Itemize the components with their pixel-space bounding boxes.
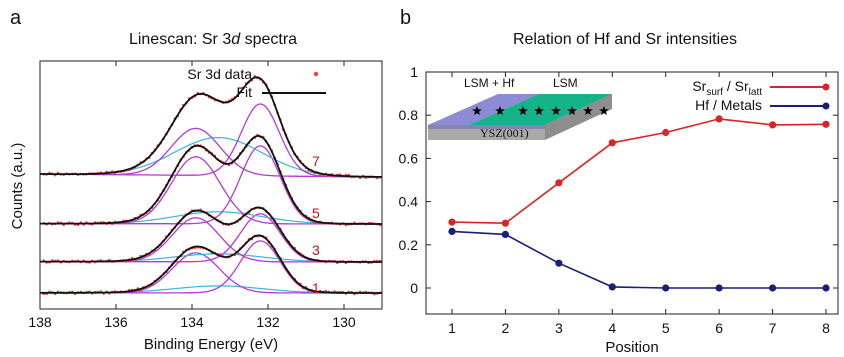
panel-b-x-tick-label: 5 [662,320,670,336]
sr-surf-ratio-point [608,139,616,147]
hf-metals-ratio-point [501,230,509,238]
panel-a-x-ticks: 138 136 134 132 130 [28,61,356,330]
fit-line-2 [40,134,382,225]
panel-b-title: Relation of Hf and Sr intensities [513,31,737,48]
sr-surf-ratio-point [448,218,456,226]
sr-surf-ratio-line [451,118,827,225]
panel-b-y-tick-label: 0.2 [399,237,419,253]
inset-star-marker [518,106,528,115]
panel-a-fit-lines [40,76,383,294]
inset-lsm-hf-region [428,94,539,125]
panel-b-x-tick-label: 1 [448,320,456,336]
fit-line-3 [40,76,383,178]
panel-b-y-ticks: 0 0.2 0.4 0.6 0.8 1 [399,64,838,296]
inset-position-markers [472,106,609,115]
panel-b-x-tick-label: 6 [715,320,723,336]
panel-b-y-tick-label: 0.4 [399,194,419,210]
component-peak-low-0 [40,240,382,294]
panel-b-series [448,115,830,292]
panel-a-x-tick-label: 136 [104,314,128,330]
inset-star-marker [583,106,593,115]
legend-fit-label: Fit [236,84,252,100]
inset-substrate-side [545,94,612,140]
panel-b-plot-frame [425,71,839,315]
legend-hf-marker [822,102,830,110]
sr-surf-ratio-point [822,120,830,128]
panel-a-x-tick-label: 134 [180,314,204,330]
panel-a-x-axis-label: Binding Energy (eV) [144,336,278,353]
panel-b-x-tick-label: 3 [555,320,563,336]
hf-metals-ratio-point [662,284,670,292]
inset-right-label: LSM [553,76,578,90]
panel-a-title: Linescan: Sr 3d spectra [129,31,297,48]
sr-surf-ratio-point [501,219,509,227]
legend-data-marker [313,71,319,77]
panel-b-y-tick-label: 1 [410,64,418,80]
component-broad-3 [40,137,383,178]
panel-a-letter: a [10,7,22,29]
panel-b-y-tick-label: 0.6 [399,150,419,166]
inset-film-edge [428,125,545,129]
hf-metals-ratio-point [555,259,563,267]
panel-a-x-tick-label: 130 [332,314,356,330]
sr-surf-ratio-point [555,179,563,187]
fit-line-1 [40,206,382,263]
inset-star-marker [567,106,577,115]
hf-metals-ratio-point [715,284,723,292]
trace-label-7: 7 [312,153,320,169]
legend-data-label: Sr 3d data [187,66,252,82]
trace-label-1: 1 [312,280,320,296]
sr-surf-ratio-point [769,121,777,129]
panel-b-letter: b [400,7,411,29]
panel-b-x-ticks: 1 2 3 4 5 6 7 8 [448,72,830,336]
trace-label-5: 5 [312,205,320,221]
inset-substrate-label: YSZ(001) [480,126,529,140]
trace-label-3: 3 [312,242,320,258]
fit-line-0 [40,234,382,294]
inset-left-label: LSM + Hf [464,76,515,90]
panel-b-x-tick-label: 2 [502,320,510,336]
panel-a-plot-frame [39,60,383,310]
panel-b-y-tick-label: 0 [410,280,418,296]
legend-sr-marker [822,83,830,91]
sr-surf-ratio-point [715,115,723,123]
panel-b-x-tick-label: 8 [822,320,830,336]
component-peak-low-3 [40,103,382,178]
inset-star-marker [495,106,505,115]
hf-metals-ratio-line [451,230,826,289]
hf-metals-ratio-point [448,227,456,235]
hf-metals-ratio-point [822,284,830,292]
component-peak-low-1 [40,213,382,263]
inset-star-marker [472,106,482,115]
panel-a-components [40,103,383,294]
panel-a-x-tick-label: 132 [256,314,280,330]
panel-b-x-tick-label: 4 [608,320,616,336]
legend-hf-label: Hf / Metals [695,97,762,113]
panel-b-x-axis-label: Position [605,339,658,356]
inset-star-marker [599,106,609,115]
hf-metals-ratio-point [769,284,777,292]
sr-surf-ratio-point [662,128,670,137]
hf-metals-ratio-point [608,283,616,291]
legend-sr-label: Srsurf / Srlatt [692,78,762,98]
inset-star-marker [551,106,561,115]
panel-a-legend: Sr 3d data Fit [187,66,326,100]
sample-inset: LSM + Hf LSM YSZ(001) [428,76,612,140]
component-peak-high-0 [40,252,382,294]
panel-a-x-tick-label: 138 [28,314,52,330]
panel-b-legend: Srsurf / Srlatt Hf / Metals [692,78,830,113]
panel-b-y-tick-label: 0.8 [399,107,419,123]
component-peak-high-2 [40,156,382,225]
inset-star-marker [534,106,544,115]
panel-b-x-tick-label: 7 [769,320,777,336]
panel-a-y-axis-label: Counts (a.u.) [9,143,26,230]
